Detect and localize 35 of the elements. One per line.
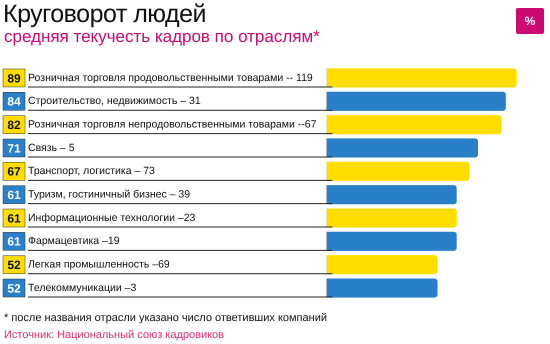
- data-label: 67: [7, 164, 21, 179]
- data-label: 61: [7, 211, 21, 226]
- data-label: 82: [7, 118, 21, 132]
- bar: [326, 232, 457, 251]
- y-tick-label: Розничная торговля продовольственными товарами -- 119: [28, 72, 313, 84]
- bar: [326, 255, 438, 274]
- bar: [326, 185, 457, 204]
- text: Круговорот людей: [3, 0, 206, 29]
- text: средняя текучесть кадров по отраслям*: [4, 27, 320, 47]
- y-tick-label: Информационные технологии –23: [28, 212, 196, 224]
- y-tick-label: Фармацевтика –19: [28, 235, 120, 248]
- y-tick-label: Строительство, недвижимость – 31: [28, 95, 201, 108]
- y-tick-label: Туризм, гостиничный бизнес – 39: [28, 188, 190, 201]
- bar: [326, 138, 478, 158]
- x-axis-title: %: [516, 8, 544, 34]
- text: * после названия отрасли указано число ответивших компаний: [4, 312, 327, 324]
- y-tick-label: Телекоммуникации –3: [28, 282, 136, 294]
- data-label: 52: [7, 281, 21, 296]
- data-label: 89: [7, 71, 21, 86]
- bar: [326, 92, 506, 111]
- bar: [326, 278, 438, 298]
- bar: [326, 115, 502, 134]
- bar: [326, 68, 517, 88]
- y-tick-label: Связь – 5: [28, 142, 75, 154]
- data-label: 61: [7, 188, 21, 202]
- data-label: 52: [7, 258, 21, 272]
- text: Источник: Национальный союз кадровиков: [4, 329, 224, 341]
- data-label: 71: [7, 141, 21, 156]
- y-tick-label: Розничная торговля непродовольственными товарами --67: [28, 118, 317, 131]
- data-label: 61: [7, 234, 21, 249]
- bar: [326, 162, 470, 181]
- y-tick-label: Транспорт, логистика – 73: [28, 165, 156, 178]
- data-label: 84: [7, 94, 21, 109]
- y-tick-label: Легкая промышленность –69: [28, 258, 170, 271]
- bar: [326, 208, 457, 228]
